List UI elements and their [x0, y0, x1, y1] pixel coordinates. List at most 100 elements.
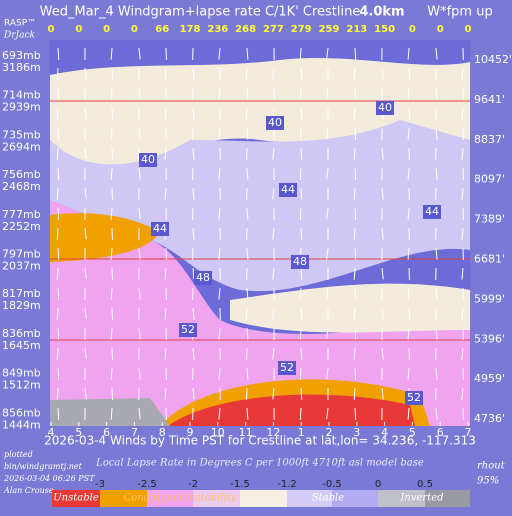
wstar-value: 0 [48, 24, 55, 35]
x-tick-label: 1 [298, 426, 305, 439]
rh-value: 95% [477, 476, 499, 487]
wind-barb [57, 148, 58, 160]
height-ft-label: 5396' [474, 332, 505, 345]
height-label: 1829m [2, 299, 41, 312]
wind-barb [112, 148, 113, 160]
colorbar-tick: -1.2 [277, 479, 297, 490]
x-tick-label: 9 [187, 426, 194, 439]
wstar-value: 259 [319, 24, 340, 35]
wind-barb [58, 48, 59, 60]
wind-barb [300, 208, 301, 220]
wind-barb [57, 388, 58, 400]
contour-label: 48 [196, 271, 210, 284]
wind-barb [112, 308, 113, 320]
wstar-value: 279 [291, 24, 312, 35]
wind-barb [58, 88, 59, 100]
crest: 4.0km [359, 5, 404, 20]
x-tick-label: 5 [409, 426, 416, 439]
contour-label: 40 [268, 116, 282, 129]
wstar-value: 268 [235, 24, 256, 35]
wstar-value: 277 [263, 24, 284, 35]
colorbar-tick: 0 [375, 479, 381, 490]
x-tick-label: 7 [131, 426, 138, 439]
height-ft-label: 4959' [474, 372, 505, 385]
wind-barb [300, 168, 301, 180]
wstar-value: 66 [155, 24, 169, 35]
wind-barb [300, 128, 301, 140]
wind-barb [58, 368, 59, 380]
contour-label: 52 [280, 361, 294, 374]
height-label: 2468m [2, 180, 41, 193]
wind-barb [300, 288, 301, 300]
contour-label: 44 [281, 183, 295, 196]
wstar-value: 0 [409, 24, 416, 35]
wind-barb [300, 328, 301, 340]
height-ft-label: 5999' [474, 292, 505, 305]
wind-barb [57, 308, 58, 320]
colorbar-tick: -2 [188, 479, 198, 490]
colorbar-region: Unstable [53, 493, 99, 504]
contour-label: 40 [378, 101, 392, 114]
wind-barb [58, 328, 59, 340]
colorbar-tick: -3 [95, 479, 105, 490]
contour-label: 52 [407, 391, 421, 404]
wind-barb [355, 408, 356, 420]
wind-barb [300, 408, 301, 420]
colorbar-region: Stable [312, 493, 344, 504]
wind-barb [355, 48, 356, 60]
height-ft-label: 9641' [474, 93, 505, 106]
height-ft-label: 4736' [474, 412, 505, 425]
contour-label: 48 [293, 255, 307, 268]
wstar-value: 213 [346, 24, 367, 35]
x-tick-label: 4 [381, 426, 388, 439]
height-label: 2037m [2, 260, 41, 273]
colorbar-tick: -1.5 [230, 479, 250, 490]
x-tick-label: 8 [159, 426, 166, 439]
wind-barb [112, 188, 113, 200]
wind-barb [355, 208, 356, 220]
height-label: 1444m [2, 418, 41, 431]
wstar-value: 0 [131, 24, 138, 35]
author: DrJack [3, 31, 35, 41]
x-tick-label: 12 [266, 426, 280, 439]
rh-label: rhout [477, 461, 506, 472]
height-label: 2252m [2, 220, 41, 233]
height-label: 2694m [2, 140, 41, 153]
title: Wed_Mar_4 Windgram+lapse rate C/1K' Cres… [40, 5, 361, 20]
wind-barb [112, 348, 113, 360]
contour-label: 44 [425, 205, 439, 218]
wstar-value: 178 [180, 24, 201, 35]
colorbar-band [240, 490, 287, 507]
height-label: 1512m [2, 379, 41, 392]
wind-barb [355, 128, 356, 140]
footer-stamp: 2026-03-04 06:26 PST [3, 474, 95, 483]
wind-barb [355, 328, 356, 340]
wstar-value: 150 [374, 24, 395, 35]
x-tick-label: 11 [239, 426, 253, 439]
x-tick-label: 3 [353, 426, 360, 439]
wind-barb [57, 68, 58, 80]
wind-barb [300, 88, 301, 100]
footer-plotted: plotted [4, 450, 33, 459]
colorbar-tick: 0.5 [417, 479, 433, 490]
wind-barb [112, 68, 113, 80]
colorbar-region: Conditional Instability [124, 493, 237, 504]
x-tick-label: 4 [48, 426, 55, 439]
unit: W*fpm up [427, 5, 492, 20]
wstar-value: 0 [465, 24, 472, 35]
colorbar-tick: -2.5 [137, 479, 157, 490]
wind-barb [300, 48, 301, 60]
x-tick-label: 6 [103, 426, 110, 439]
wind-barb [355, 368, 356, 380]
wind-barb [355, 88, 356, 100]
x-tick-label: 5 [75, 426, 82, 439]
contour-label: 40 [141, 153, 155, 166]
wind-barb [58, 408, 59, 420]
wind-barb [57, 108, 58, 120]
wstar-value: 0 [103, 24, 110, 35]
wstar-value: 236 [207, 24, 228, 35]
wstar-value: 0 [437, 24, 444, 35]
contour-label: 52 [181, 323, 195, 336]
footer-site: bin/windgramtj.net [4, 462, 83, 471]
